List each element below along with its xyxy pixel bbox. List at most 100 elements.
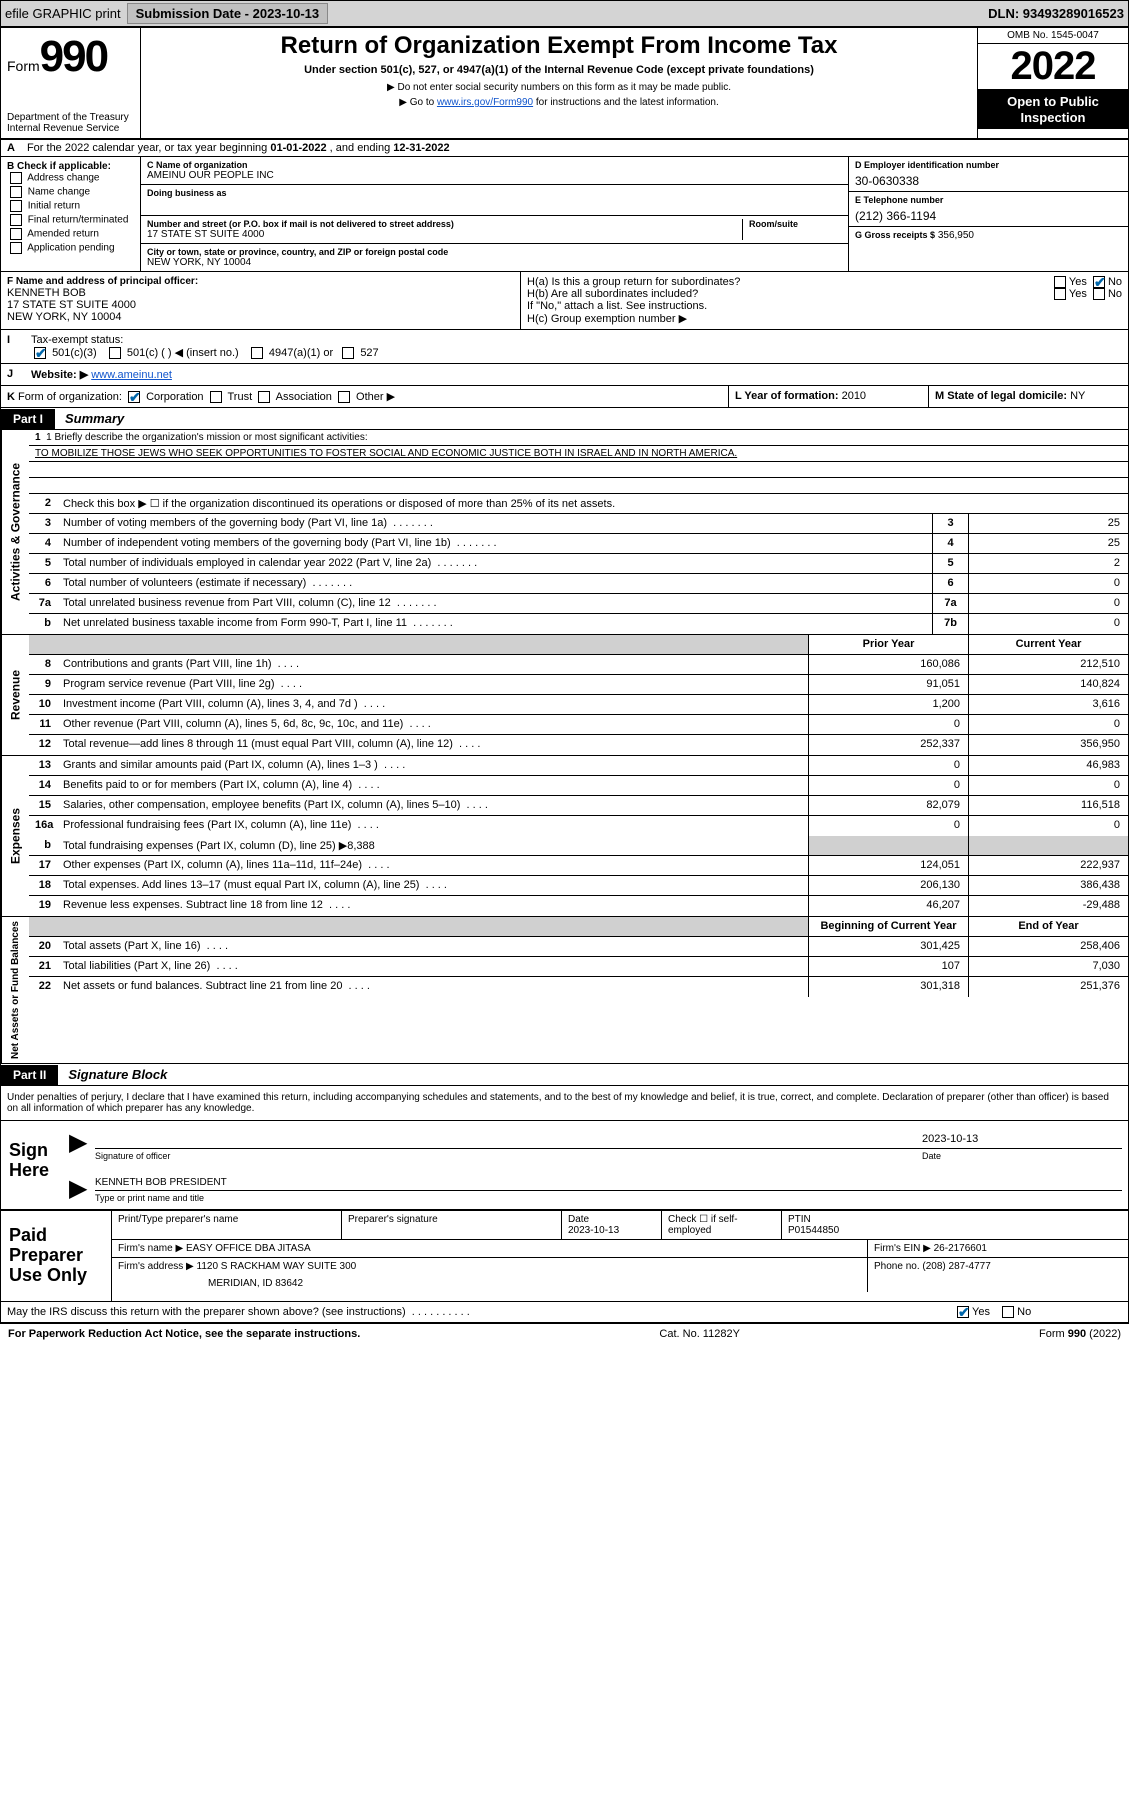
submission-date-button[interactable]: Submission Date - 2023-10-13: [127, 3, 329, 24]
colb-item: Name change: [7, 186, 134, 198]
colb-checkbox[interactable]: [10, 228, 22, 240]
pp-phone-label: Phone no.: [874, 1261, 920, 1272]
hb-yes: Yes: [1069, 288, 1087, 300]
pp-check-label: Check ☐ if self-employed: [662, 1211, 782, 1239]
page-footer: For Paperwork Reduction Act Notice, see …: [0, 1324, 1129, 1344]
governance-sidelabel: Activities & Governance: [1, 430, 29, 634]
net-header-row: Beginning of Current Year End of Year: [29, 917, 1128, 937]
row-ref: 4: [932, 534, 968, 553]
row-num: 10: [29, 695, 57, 714]
discuss-no-checkbox[interactable]: [1002, 1306, 1014, 1318]
row-val: 0: [968, 574, 1128, 593]
row-current: 140,824: [968, 675, 1128, 694]
efile-topbar: efile GRAPHIC print Submission Date - 20…: [0, 0, 1129, 27]
pp-phone-cell: Phone no. (208) 287-4777: [868, 1258, 1128, 1292]
row-num: 21: [29, 957, 57, 976]
city-row: City or town, state or province, country…: [141, 244, 848, 271]
city-label: City or town, state or province, country…: [147, 247, 842, 257]
head-prior: Prior Year: [808, 635, 968, 654]
row-current: 0: [968, 715, 1128, 734]
501c-checkbox[interactable]: [109, 347, 121, 359]
website-label: Website: ▶: [31, 369, 88, 381]
pp-date-value: 2023-10-13: [568, 1225, 655, 1236]
header-center: Return of Organization Exempt From Incom…: [141, 28, 978, 138]
row-prior: 0: [808, 715, 968, 734]
row-prior: 0: [808, 756, 968, 775]
row-desc: Program service revenue (Part VIII, line…: [57, 675, 808, 694]
opt-527: 527: [360, 347, 378, 359]
col-h: H(a) Is this a group return for subordin…: [521, 272, 1128, 329]
pp-date-cell: Date 2023-10-13: [562, 1211, 662, 1239]
form-990-container: Form990 Department of the Treasury Inter…: [0, 27, 1129, 1324]
irs-link[interactable]: www.irs.gov/Form990: [437, 97, 533, 108]
efile-label: efile GRAPHIC print: [5, 6, 121, 21]
data-row: 15Salaries, other compensation, employee…: [29, 796, 1128, 816]
revenue-block: Revenue Prior Year Current Year 8Contrib…: [1, 635, 1128, 756]
city-value: NEW YORK, NY 10004: [147, 257, 842, 268]
row-current: 356,950: [968, 735, 1128, 755]
note-goto: ▶ Go to www.irs.gov/Form990 for instruct…: [151, 97, 967, 108]
hb-yes-checkbox[interactable]: [1054, 288, 1066, 300]
assoc-checkbox[interactable]: [258, 391, 270, 403]
pp-firmname-cell: Firm's name ▶ EASY OFFICE DBA JITASA: [112, 1240, 868, 1257]
omb-number: OMB No. 1545-0047: [978, 28, 1128, 44]
row-k-label: K: [7, 391, 15, 403]
tax-year: 2022: [978, 44, 1128, 90]
other-checkbox[interactable]: [338, 391, 350, 403]
row-num: 19: [29, 896, 57, 916]
ha-yes-checkbox[interactable]: [1054, 276, 1066, 288]
colb-checkbox[interactable]: [10, 172, 22, 184]
pp-sig-label: Preparer's signature: [342, 1211, 562, 1239]
hb-no-checkbox[interactable]: [1093, 288, 1105, 300]
data-row: 18Total expenses. Add lines 13–17 (must …: [29, 876, 1128, 896]
colb-checkbox[interactable]: [10, 214, 22, 226]
ha-label: H(a) Is this a group return for subordin…: [527, 276, 740, 288]
pp-firmaddr-row: Firm's address ▶ 1120 S RACKHAM WAY SUIT…: [112, 1258, 1128, 1292]
row-num: 18: [29, 876, 57, 895]
row-current: 7,030: [968, 957, 1128, 976]
row-desc: Total assets (Part X, line 16) . . . .: [57, 937, 808, 956]
row-current: 386,438: [968, 876, 1128, 895]
corp-checkbox[interactable]: [128, 391, 140, 403]
colb-checkbox[interactable]: [10, 242, 22, 254]
row-current: 46,983: [968, 756, 1128, 775]
website-link[interactable]: www.ameinu.net: [91, 369, 172, 381]
row-i: I Tax-exempt status: 501(c)(3) 501(c) ( …: [1, 330, 1128, 364]
row-desc: Revenue less expenses. Subtract line 18 …: [57, 896, 808, 916]
row-prior: 46,207: [808, 896, 968, 916]
row-val: 25: [968, 514, 1128, 533]
line16b-row: b Total fundraising expenses (Part IX, c…: [29, 836, 1128, 856]
form-header: Form990 Department of the Treasury Inter…: [1, 28, 1128, 140]
pp-phone-value: (208) 287-4777: [922, 1261, 990, 1272]
org-name: AMEINU OUR PEOPLE INC: [147, 170, 842, 181]
line16b-desc: Total fundraising expenses (Part IX, col…: [57, 836, 808, 855]
row-prior: 107: [808, 957, 968, 976]
data-row: 20Total assets (Part X, line 16) . . . .…: [29, 937, 1128, 957]
trust-checkbox[interactable]: [210, 391, 222, 403]
sig-officer-label: Signature of officer: [95, 1151, 922, 1161]
sign-arrow-2: ▶: [69, 1177, 87, 1201]
discuss-yes: Yes: [972, 1306, 990, 1318]
open-inspection: Open to Public Inspection: [978, 90, 1128, 129]
row-prior: 1,200: [808, 695, 968, 714]
colb-checkbox[interactable]: [10, 186, 22, 198]
501c3-checkbox[interactable]: [34, 347, 46, 359]
row-num: b: [29, 614, 57, 634]
discuss-yes-checkbox[interactable]: [957, 1306, 969, 1318]
row-num: 5: [29, 554, 57, 573]
4947-checkbox[interactable]: [251, 347, 263, 359]
ein-value: 30-0630338: [855, 174, 1122, 188]
paperwork-notice: For Paperwork Reduction Act Notice, see …: [8, 1328, 360, 1340]
part-i-tag: Part I: [1, 409, 55, 429]
colb-checkbox[interactable]: [10, 200, 22, 212]
netassets-block: Net Assets or Fund Balances Beginning of…: [1, 917, 1128, 1064]
row-num: 22: [29, 977, 57, 997]
row-desc: Number of voting members of the governin…: [57, 514, 932, 533]
ha-no-checkbox[interactable]: [1093, 276, 1105, 288]
sign-arrow-1: ▶: [69, 1131, 87, 1155]
row-desc: Total number of individuals employed in …: [57, 554, 932, 573]
hc-label: H(c) Group exemption number ▶: [527, 312, 1122, 325]
row-num: 7a: [29, 594, 57, 613]
527-checkbox[interactable]: [342, 347, 354, 359]
row-num: 15: [29, 796, 57, 815]
